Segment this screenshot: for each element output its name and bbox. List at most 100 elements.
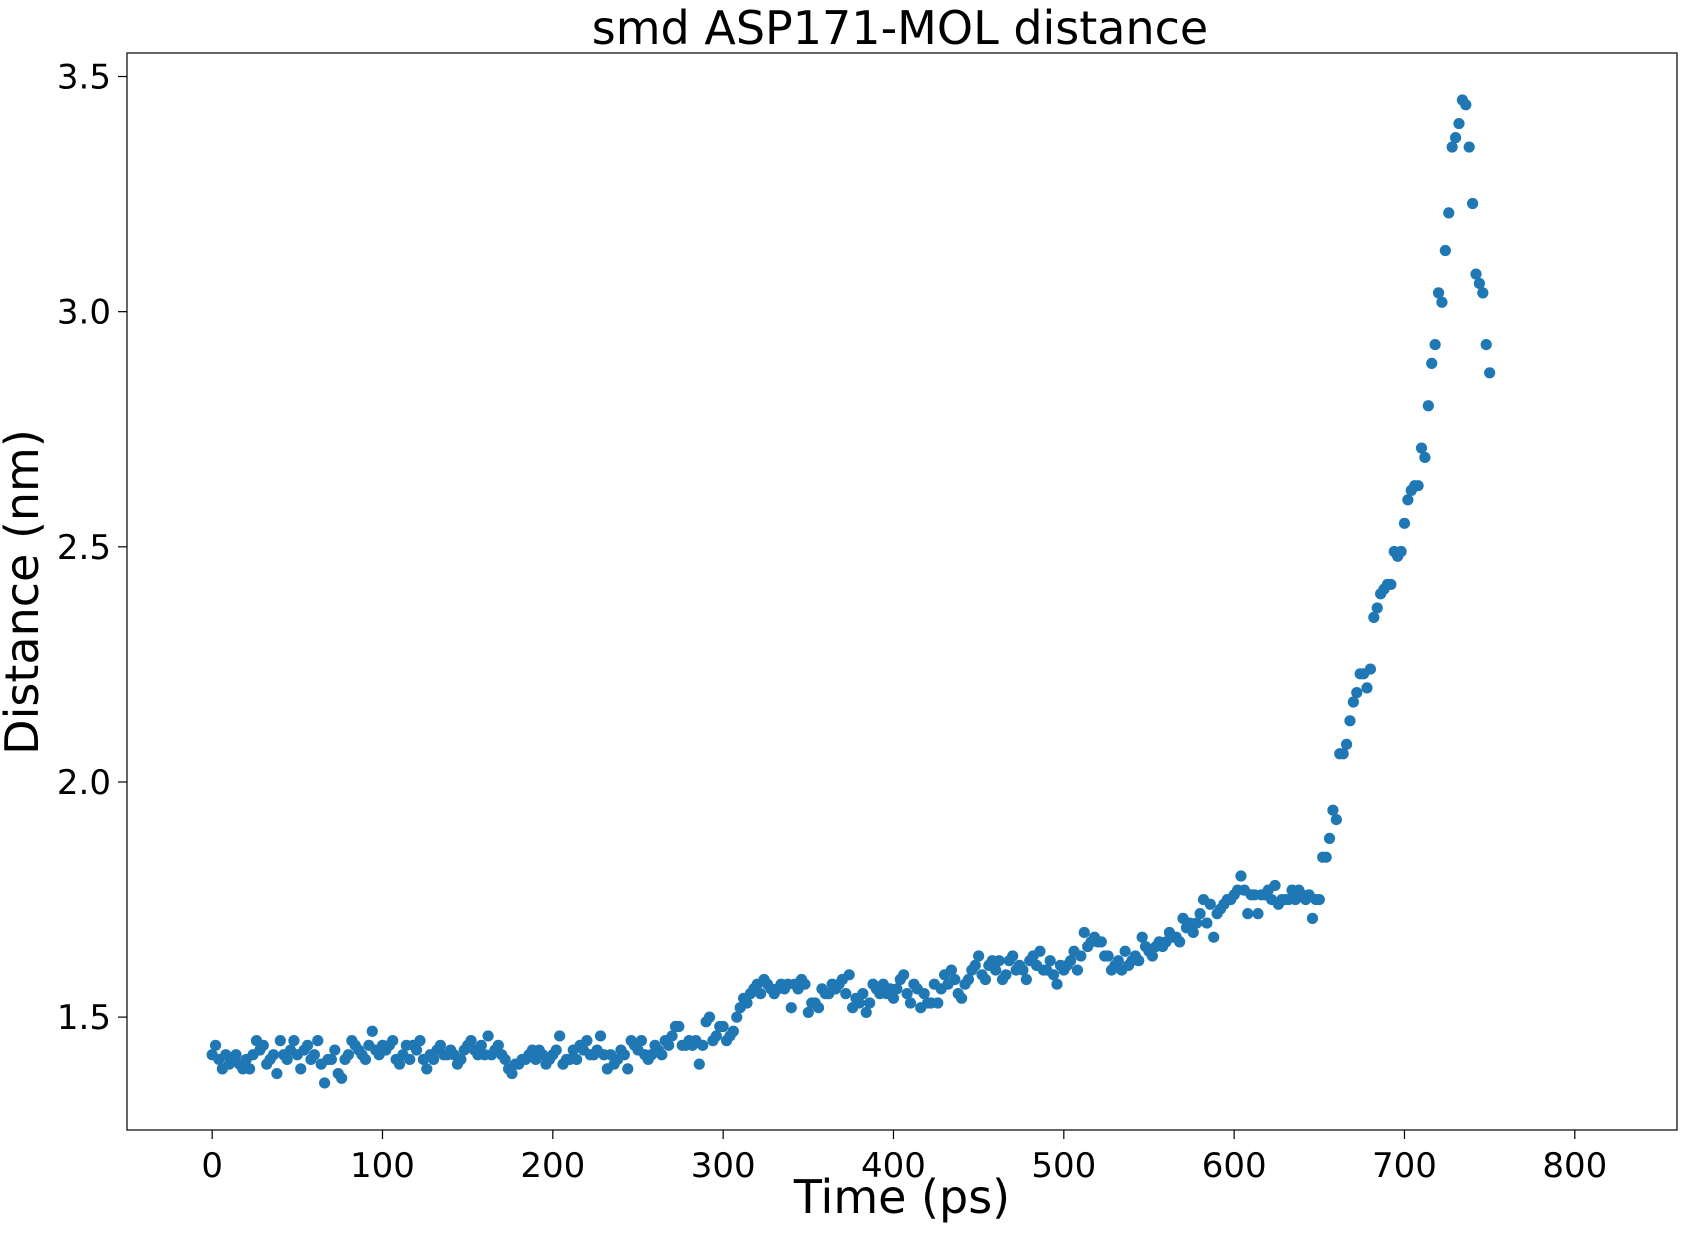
data-point [329,1044,341,1056]
data-point [308,1049,320,1061]
data-point [427,1053,440,1066]
data-point [230,1049,242,1061]
y-tick-label: 1.5 [57,998,111,1038]
x-tick-label: 200 [520,1146,585,1186]
data-point [1133,955,1145,967]
data-point [387,1035,399,1047]
data-point [404,1053,416,1066]
data-point [990,964,1002,976]
data-point [1320,851,1332,863]
x-tick-label: 700 [1372,1146,1437,1186]
data-point [1020,973,1032,986]
data-point [455,1053,467,1066]
y-tick-label: 2.0 [57,763,111,803]
data-point [840,988,852,1000]
data-point [1398,517,1411,529]
data-point [1269,879,1281,892]
data-point [359,1053,372,1066]
data-point [1432,287,1445,299]
data-point [891,983,903,995]
data-point [1395,545,1407,558]
data-point [945,964,958,976]
data-point [1102,950,1114,962]
y-axis-ticks: 1.5 2.0 2.5 3.0 3.5 [57,58,127,1038]
data-point [1000,969,1012,981]
data-point [1313,893,1325,906]
x-tick-label: 100 [350,1146,415,1186]
x-tick-label: 800 [1542,1146,1607,1186]
data-point [618,1049,630,1061]
data-point [1460,99,1472,111]
data-point [901,988,913,1000]
data-point [710,1030,722,1042]
data-point [465,1035,477,1047]
data-point [1422,400,1434,412]
data-point [1443,207,1455,219]
data-point [1174,936,1186,948]
data-point [274,1035,286,1047]
data-point [475,1039,487,1051]
data-point [1017,964,1029,976]
data-point [1477,287,1489,299]
data-point [1044,955,1056,967]
data-point [1075,950,1087,962]
data-point [1136,931,1148,943]
data-point [843,969,855,981]
data-point [336,1072,348,1084]
data-point [697,1039,709,1051]
data-point [1242,908,1254,920]
y-tick-label: 3.5 [57,58,111,98]
data-point [1453,117,1465,130]
data-point [421,1063,433,1075]
data-point [1351,687,1363,699]
data-point [554,1030,566,1042]
x-tick-label: 500 [1031,1146,1096,1186]
data-point [731,1011,743,1023]
data-point [492,1039,504,1051]
x-axis-ticks: 0 100 200 300 400 500 600 700 800 [201,1130,1607,1186]
data-point [1412,480,1424,492]
data-point [410,1044,423,1056]
data-point [755,988,767,1000]
data-point [1327,804,1339,816]
data-point [1484,367,1496,379]
data-point [301,1039,314,1051]
data-point [1119,945,1131,957]
data-point [1402,494,1414,506]
y-tick-label: 3.0 [57,293,111,333]
data-point [1419,451,1431,464]
data-point [271,1067,283,1080]
data-point [1426,357,1438,369]
data-point [257,1039,269,1051]
data-point [1337,748,1349,760]
data-point [918,988,930,1000]
x-tick-label: 300 [691,1146,756,1186]
data-point [1436,296,1448,308]
data-point [979,973,992,986]
data-point [853,997,866,1009]
data-point [1252,908,1264,920]
data-point [1439,244,1451,257]
data-point [949,973,961,986]
data-point [499,1053,511,1066]
chart-title: smd ASP171-MOL distance [592,1,1208,55]
x-axis-label: Time (ps) [793,1170,1010,1224]
data-point [1371,602,1383,614]
data-point [1112,955,1124,967]
data-point [956,992,968,1004]
data-point [622,1063,634,1075]
data-point [1470,268,1482,280]
data-point [1480,338,1492,351]
data-point [1187,926,1199,939]
data-point [393,1058,406,1070]
data-point [267,1049,280,1061]
data-point [288,1035,300,1047]
y-tick-label: 2.5 [57,528,111,568]
data-point [594,1030,607,1042]
data-point [802,1006,814,1019]
data-point [1449,132,1462,144]
data-point [666,1030,678,1042]
data-point [857,988,869,1000]
data-point [717,1020,729,1033]
